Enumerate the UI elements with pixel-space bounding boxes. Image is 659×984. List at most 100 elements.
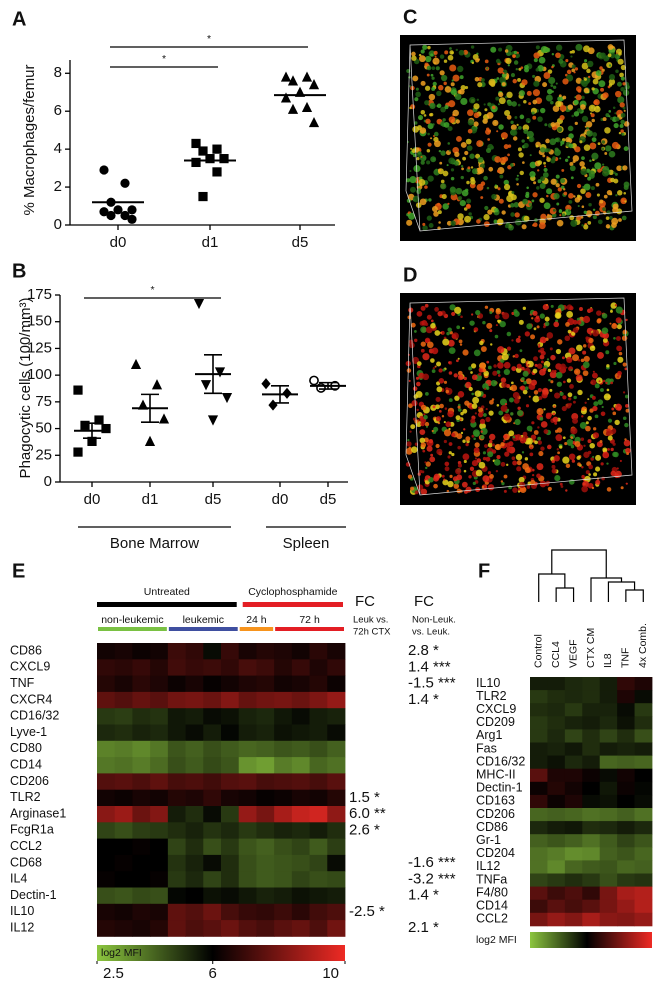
cell-spot	[426, 65, 432, 71]
cell-spot	[510, 384, 518, 392]
cell-spot	[506, 446, 512, 453]
cell-spot	[567, 209, 571, 212]
heatmap-cell	[167, 643, 186, 660]
row-label: IL10	[10, 904, 34, 918]
cell-spot	[474, 412, 477, 415]
cell-spot	[478, 372, 482, 376]
cell-spot	[589, 307, 594, 313]
cell-spot	[577, 359, 581, 362]
heatmap-cell	[238, 708, 257, 725]
cell-spot	[521, 139, 525, 143]
cell-spot	[517, 409, 524, 417]
cell-spot	[489, 311, 493, 315]
heatmap-cell	[97, 740, 116, 758]
panel-label: F	[478, 560, 490, 582]
cell-spot	[524, 457, 529, 461]
cell-spot	[444, 86, 452, 93]
heatmap-cell	[599, 677, 618, 691]
heatmap-cell	[634, 834, 653, 848]
cell-spot	[579, 307, 583, 311]
heatmap-cell	[617, 677, 635, 691]
cell-spot	[486, 360, 490, 364]
cell-spot	[471, 374, 478, 381]
cell-spot	[424, 421, 430, 427]
cell-spot	[473, 437, 476, 440]
cell-spot	[428, 222, 434, 228]
cell-spot	[613, 171, 616, 175]
cell-spot	[443, 59, 448, 63]
cell-spot	[611, 323, 618, 330]
heatmap-cell	[582, 729, 601, 743]
heatmap-cell	[256, 659, 275, 676]
cell-spot	[490, 343, 493, 346]
cell-spot	[471, 313, 474, 316]
cell-spot	[521, 451, 525, 454]
cell-spot	[605, 431, 611, 437]
cell-spot	[419, 127, 427, 134]
colorbar-tick-label: 6	[209, 965, 217, 982]
heatmap-cell	[167, 659, 186, 676]
cell-spot	[463, 376, 467, 381]
heatmap-cell	[530, 847, 548, 861]
cell-spot	[591, 152, 599, 160]
cell-spot	[571, 331, 576, 336]
colorbar	[530, 932, 652, 948]
cell-spot	[478, 461, 486, 469]
heatmap-cell	[132, 740, 151, 758]
heatmap-cell	[274, 757, 293, 774]
row-label: CD16/32	[10, 709, 59, 723]
heatmap-cell	[274, 740, 293, 758]
heatmap-cell	[114, 854, 133, 872]
cell-spot	[495, 469, 499, 473]
heatmap-cell	[309, 643, 328, 660]
heatmap-cell	[634, 821, 653, 835]
row-label: CD163	[476, 794, 515, 808]
heatmap-cell	[634, 860, 653, 874]
cell-spot	[598, 80, 606, 88]
cell-spot	[602, 338, 608, 343]
cell-spot	[510, 163, 514, 167]
heatmap-cell	[150, 740, 169, 758]
cell-spot	[515, 453, 523, 461]
cell-spot	[460, 431, 464, 435]
cell-spot	[497, 374, 501, 377]
cell-spot	[587, 439, 592, 444]
heatmap-cell	[114, 740, 133, 758]
cell-spot	[408, 403, 413, 409]
cell-spot	[459, 418, 462, 421]
cell-spot	[567, 329, 572, 334]
cell-spot	[518, 481, 526, 489]
heatmap-cell	[221, 757, 240, 774]
heatmap-cell	[150, 838, 169, 856]
cell-spot	[528, 444, 534, 450]
cell-spot	[545, 94, 553, 102]
cell-spot	[503, 474, 508, 479]
heatmap-cell	[564, 781, 583, 796]
cell-spot	[518, 67, 522, 71]
annotation-subtitle: Non-Leuk.	[412, 615, 456, 626]
cell-spot	[434, 55, 437, 58]
heatmap-cell	[530, 716, 548, 730]
cell-spot	[486, 67, 489, 70]
cell-spot	[410, 322, 416, 328]
header-label: Cyclophosphamide	[248, 586, 337, 598]
heatmap-cell	[203, 838, 222, 856]
data-point	[219, 154, 229, 164]
heatmap-cell	[547, 794, 566, 809]
heatmap-cell	[327, 724, 346, 742]
cell-spot	[411, 446, 418, 453]
cell-spot	[622, 391, 626, 394]
cell-spot	[523, 100, 527, 104]
heatmap-cell	[167, 920, 186, 937]
cell-spot	[426, 148, 431, 153]
cell-spot	[577, 462, 581, 467]
cell-spot	[601, 147, 605, 151]
cell-spot	[431, 66, 436, 71]
row-label: TNFa	[476, 872, 507, 886]
cell-spot	[558, 58, 564, 64]
heatmap-cell	[238, 675, 257, 693]
annotation-title: FC	[414, 593, 434, 610]
annotation-subtitle: Leuk vs.	[353, 615, 388, 626]
annotation-label: 2.1 *	[408, 919, 439, 936]
cell-spot	[522, 463, 529, 470]
